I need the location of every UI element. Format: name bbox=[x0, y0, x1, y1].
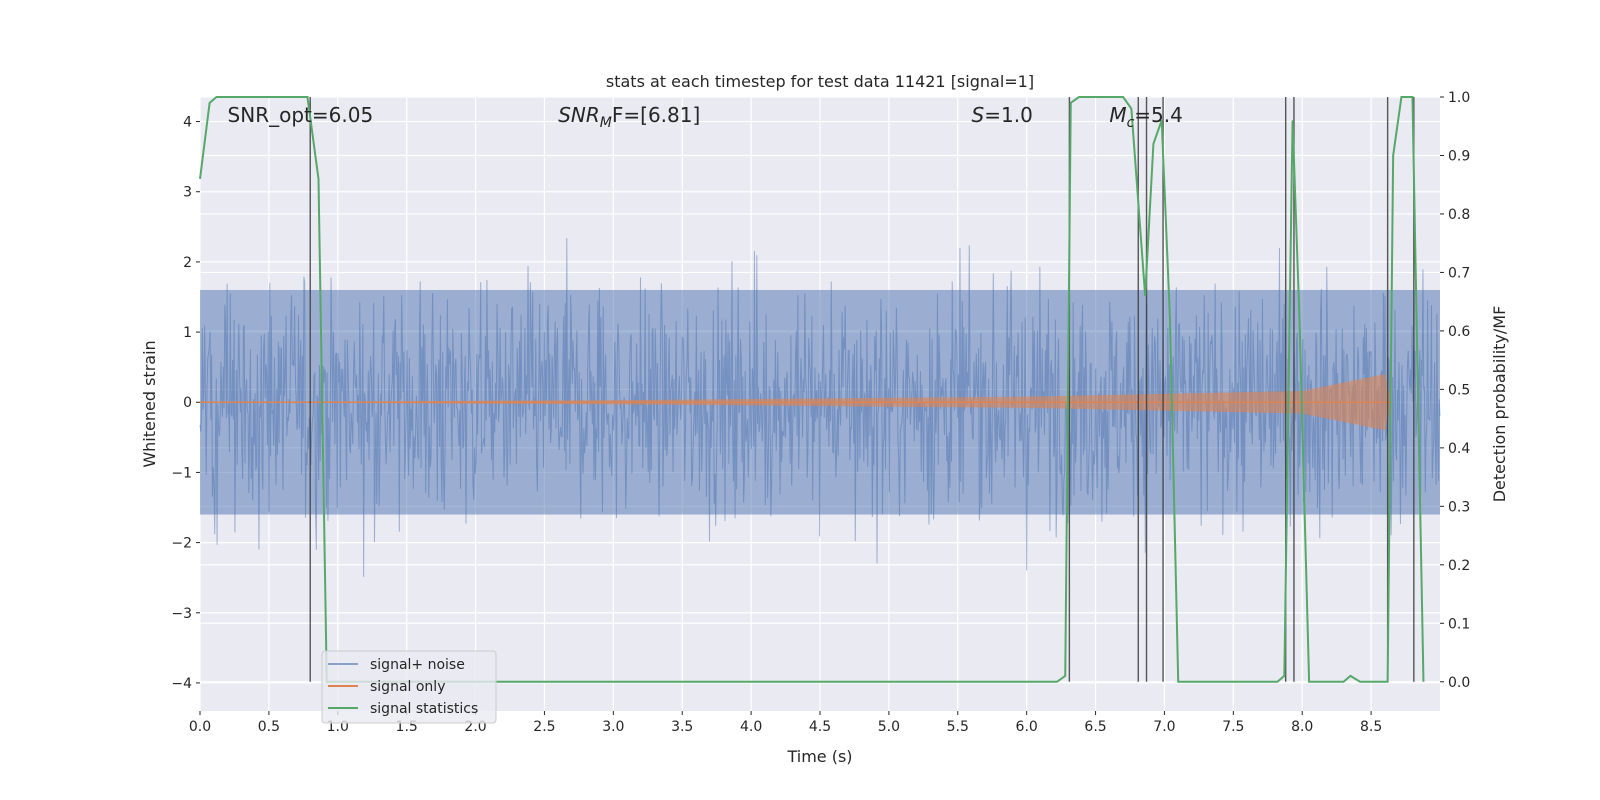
x-tick-label: 0.5 bbox=[258, 719, 280, 735]
y-tick-label: −3 bbox=[171, 606, 192, 622]
x-tick-label: 4.5 bbox=[809, 719, 831, 735]
annotation-text: S=1.0 bbox=[972, 103, 1033, 127]
x-tick-label: 7.5 bbox=[1222, 719, 1244, 735]
y-tick-label: 3 bbox=[183, 185, 192, 201]
y-axis-right-label: Detection probability/MF bbox=[1490, 306, 1509, 503]
legend-label-signal-statistics: signal statistics bbox=[370, 701, 478, 717]
x-tick-label: 8.0 bbox=[1291, 719, 1313, 735]
annotation-text: SNR_opt=6.05 bbox=[228, 103, 374, 127]
x-tick-label: 3.0 bbox=[602, 719, 624, 735]
y-tick-label: 4 bbox=[183, 115, 192, 131]
y-tick-label: 1 bbox=[183, 325, 192, 341]
x-tick-label: 4.0 bbox=[740, 719, 762, 735]
legend-label-signal-only: signal only bbox=[370, 679, 445, 695]
annotation-text: Mc=5.4 bbox=[1109, 103, 1183, 131]
x-tick-label: 6.0 bbox=[1016, 719, 1038, 735]
y-tick-label: 2 bbox=[183, 255, 192, 271]
x-tick-label: 3.5 bbox=[671, 719, 693, 735]
signal-only-series bbox=[200, 374, 1392, 431]
y-right-tick-label: 0.1 bbox=[1448, 616, 1470, 632]
axes: 0.0 0.5 1.0 1.5 2.0 2.5 3.0 3.5 4.0 4.5 5.0 5.5 6.0 6… bbox=[171, 90, 1470, 735]
y-axis-label: Whitened strain bbox=[140, 340, 159, 467]
y-right-tick-label: 0.5 bbox=[1448, 382, 1470, 398]
y-right-tick-label: 0.9 bbox=[1448, 148, 1470, 164]
x-tick-label: 5.5 bbox=[947, 719, 969, 735]
y-right-tick-label: 0.2 bbox=[1448, 558, 1470, 574]
x-tick-label: 0.0 bbox=[189, 719, 211, 735]
x-tick-label: 7.0 bbox=[1153, 719, 1175, 735]
legend-label-signal-noise: signal+ noise bbox=[370, 657, 465, 673]
x-tick-label: 5.0 bbox=[878, 719, 900, 735]
legend-box bbox=[321, 650, 497, 724]
y-tick-label: −2 bbox=[171, 536, 192, 552]
y-right-tick-label: 0.8 bbox=[1448, 207, 1470, 223]
x-tick-label: 8.5 bbox=[1360, 719, 1382, 735]
y-right-tick-label: 0.6 bbox=[1448, 324, 1470, 340]
x-tick-label: 6.5 bbox=[1084, 719, 1106, 735]
x-tick-label: 2.5 bbox=[533, 719, 555, 735]
y-tick-label: −1 bbox=[171, 465, 192, 481]
y-right-tick-label: 0.7 bbox=[1448, 265, 1470, 281]
y-tick-label: 0 bbox=[183, 395, 192, 411]
annotations: SNR_opt=6.05 SNRMF=[6.81] S=1.0 Mc=5.4 bbox=[228, 103, 1183, 131]
legend: signal+ noise signal only signal statist… bbox=[321, 650, 497, 724]
chart-title: stats at each timestep for test data 114… bbox=[606, 72, 1034, 91]
y-tick-label: −4 bbox=[171, 676, 192, 692]
x-axis-label: Time (s) bbox=[786, 747, 852, 766]
y-right-tick-label: 0.3 bbox=[1448, 499, 1470, 515]
annotation-text: SNRMF=[6.81] bbox=[558, 103, 700, 131]
y-right-tick-label: 1.0 bbox=[1448, 90, 1470, 106]
y-right-tick-label: 0.0 bbox=[1448, 675, 1470, 691]
y-right-tick-label: 0.4 bbox=[1448, 441, 1470, 457]
